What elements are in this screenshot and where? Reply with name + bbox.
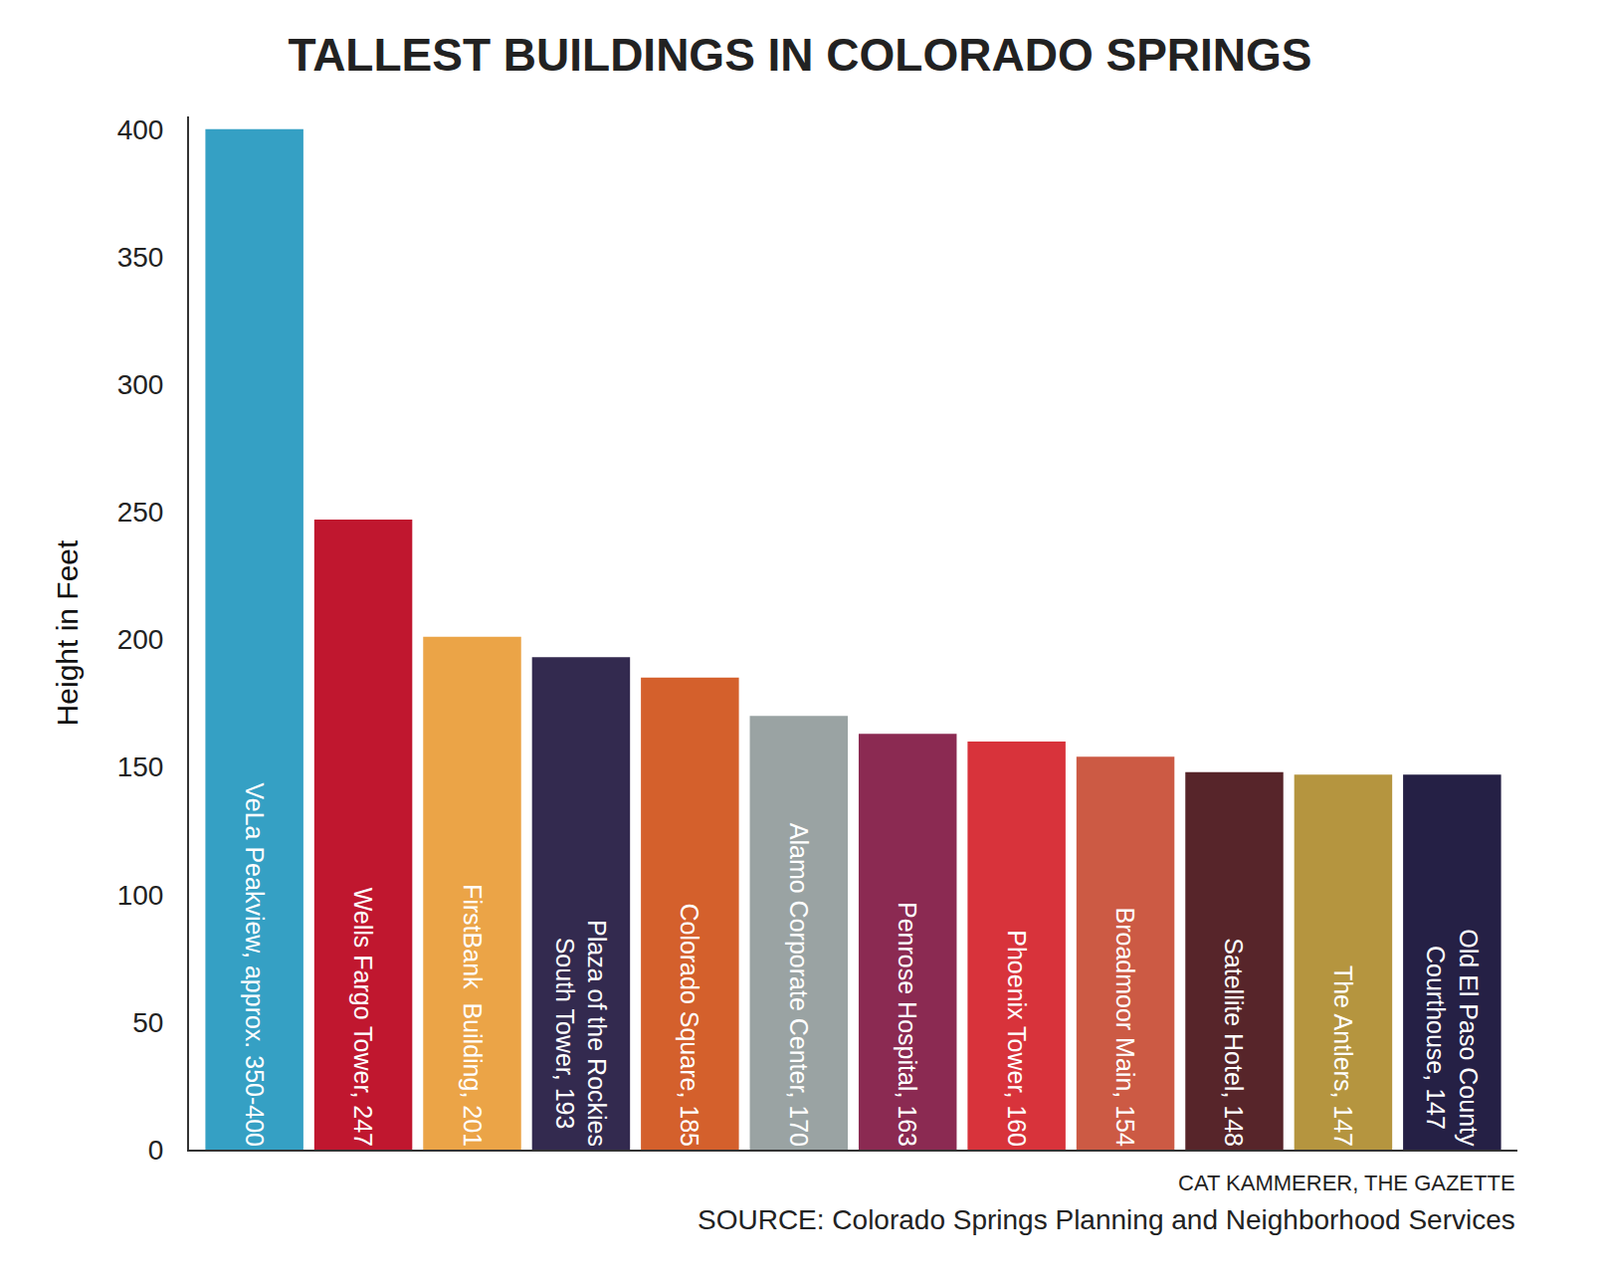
svg-text:350: 350 [117,241,165,273]
svg-text:The Antlers, 147: The Antlers, 147 [1329,965,1358,1147]
svg-text:300: 300 [117,369,165,400]
svg-text:SOURCE: Colorado Springs Plann: SOURCE: Colorado Springs Planning and Ne… [697,1203,1516,1235]
svg-text:250: 250 [117,496,165,528]
svg-text:200: 200 [117,623,165,655]
svg-text:150: 150 [117,751,165,783]
svg-text:Colorado Square, 185: Colorado Square, 185 [675,902,704,1147]
svg-text:100: 100 [117,879,165,911]
svg-text:Wells Fargo Tower, 247: Wells Fargo Tower, 247 [349,887,378,1147]
svg-text:0: 0 [148,1134,165,1166]
svg-text:Alamo Corporate Center, 170: Alamo Corporate Center, 170 [785,822,813,1147]
svg-text:FirstBank Building, 201: FirstBank Building, 201 [458,883,487,1147]
svg-text:CAT KAMMERER, THE GAZETTE: CAT KAMMERER, THE GAZETTE [1178,1170,1516,1196]
svg-text:Broadmoor Main, 154: Broadmoor Main, 154 [1111,906,1140,1147]
svg-text:Height in Feet: Height in Feet [50,539,84,726]
svg-text:Plaza of the RockiesSouth Towe: Plaza of the RockiesSouth Tower, 193 [551,919,612,1147]
svg-text:Satellite Hotel, 148: Satellite Hotel, 148 [1219,937,1248,1147]
svg-text:50: 50 [132,1006,164,1038]
svg-text:TALLEST BUILDINGS IN COLORADO: TALLEST BUILDINGS IN COLORADO SPRINGS [287,28,1312,81]
svg-text:Old El Paso CountyCourthouse,: Old El Paso CountyCourthouse, 147 [1421,928,1483,1147]
svg-text:VeLa Peakview, approx. 350-400: VeLa Peakview, approx. 350-400 [240,782,269,1147]
svg-text:Phoenix Tower, 160: Phoenix Tower, 160 [1002,929,1031,1147]
svg-text:400: 400 [117,114,165,146]
svg-text:Penrose Hospital, 163: Penrose Hospital, 163 [893,901,922,1147]
